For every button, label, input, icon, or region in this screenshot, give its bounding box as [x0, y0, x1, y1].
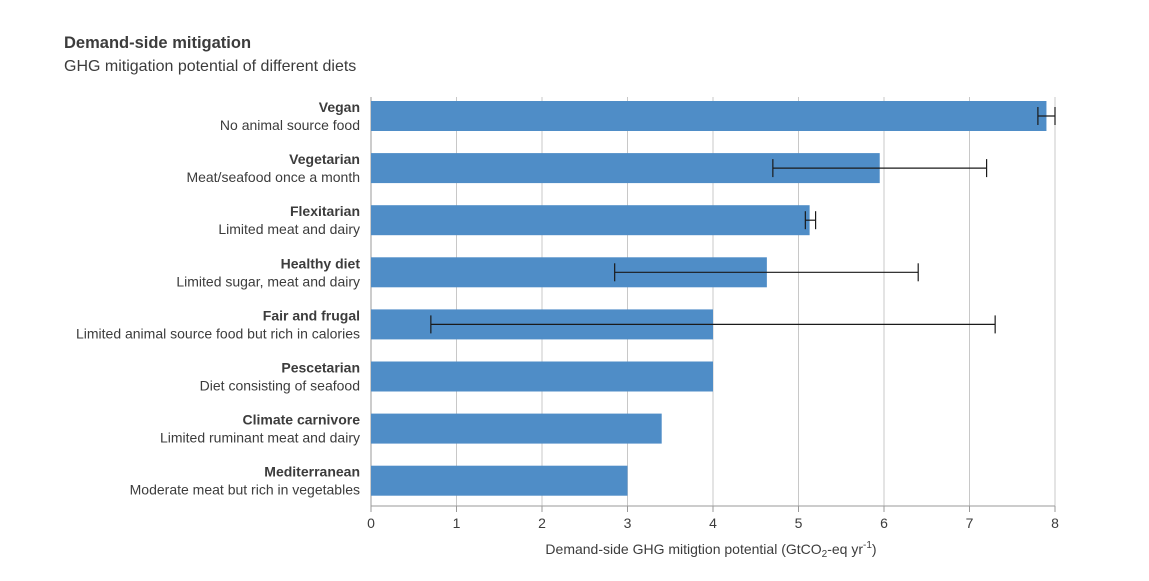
category-name: Pescetarian: [281, 360, 360, 376]
x-tick-label: 7: [966, 515, 974, 531]
chart-title: Demand-side mitigation: [64, 34, 252, 52]
bar-layer: [371, 101, 1047, 496]
x-tick-label: 1: [453, 515, 461, 531]
category-description: Meat/seafood once a month: [186, 169, 360, 185]
bar: [371, 205, 810, 236]
x-tick-layer: 0 1 2 3 4 5 6 7 8: [367, 505, 1059, 531]
x-axis-label-sup: -1: [863, 540, 872, 551]
category-name: Mediterranean: [264, 464, 360, 480]
x-tick-label: 3: [624, 515, 632, 531]
category-description: No animal source food: [220, 117, 360, 133]
category-description: Limited animal source food but rich in c…: [76, 325, 360, 341]
bar: [371, 361, 713, 392]
bar: [371, 101, 1047, 131]
error-bar-layer: [430, 107, 1056, 334]
x-axis-label-mid: -eq yr: [827, 541, 863, 557]
chart-subtitle: GHG mitigation potential of different di…: [64, 58, 357, 75]
category-description: Limited meat and dairy: [218, 221, 360, 237]
category-name: Vegan: [319, 99, 360, 115]
x-tick-label: 4: [709, 515, 717, 531]
x-axis-label-main: Demand-side GHG mitigtion potential (GtC…: [545, 541, 821, 557]
bar: [371, 465, 628, 496]
x-tick-label: 5: [795, 515, 803, 531]
category-description: Limited ruminant meat and dairy: [160, 430, 360, 446]
x-axis-label-end: ): [872, 541, 877, 557]
category-name: Climate carnivore: [243, 412, 361, 428]
category-description: Diet consisting of seafood: [200, 378, 360, 394]
category-description: Limited sugar, meat and dairy: [176, 273, 360, 289]
x-tick-label: 2: [538, 515, 546, 531]
x-axis-label-sub: 2: [822, 549, 828, 560]
category-name: Flexitarian: [290, 203, 360, 219]
x-tick-label: 8: [1051, 515, 1059, 531]
category-name: Vegetarian: [289, 151, 360, 167]
x-tick-label: 6: [880, 515, 888, 531]
category-description: Moderate meat but rich in vegetables: [130, 482, 360, 498]
category-name: Healthy diet: [281, 255, 361, 271]
x-axis-label: Demand-side GHG mitigtion potential (GtC…: [545, 540, 876, 560]
x-tick-label: 0: [367, 515, 375, 531]
category-label-layer: Vegan No animal source food Vegetarian Meat…: [76, 99, 360, 498]
bar: [371, 413, 662, 444]
category-name: Fair and frugal: [263, 307, 360, 323]
